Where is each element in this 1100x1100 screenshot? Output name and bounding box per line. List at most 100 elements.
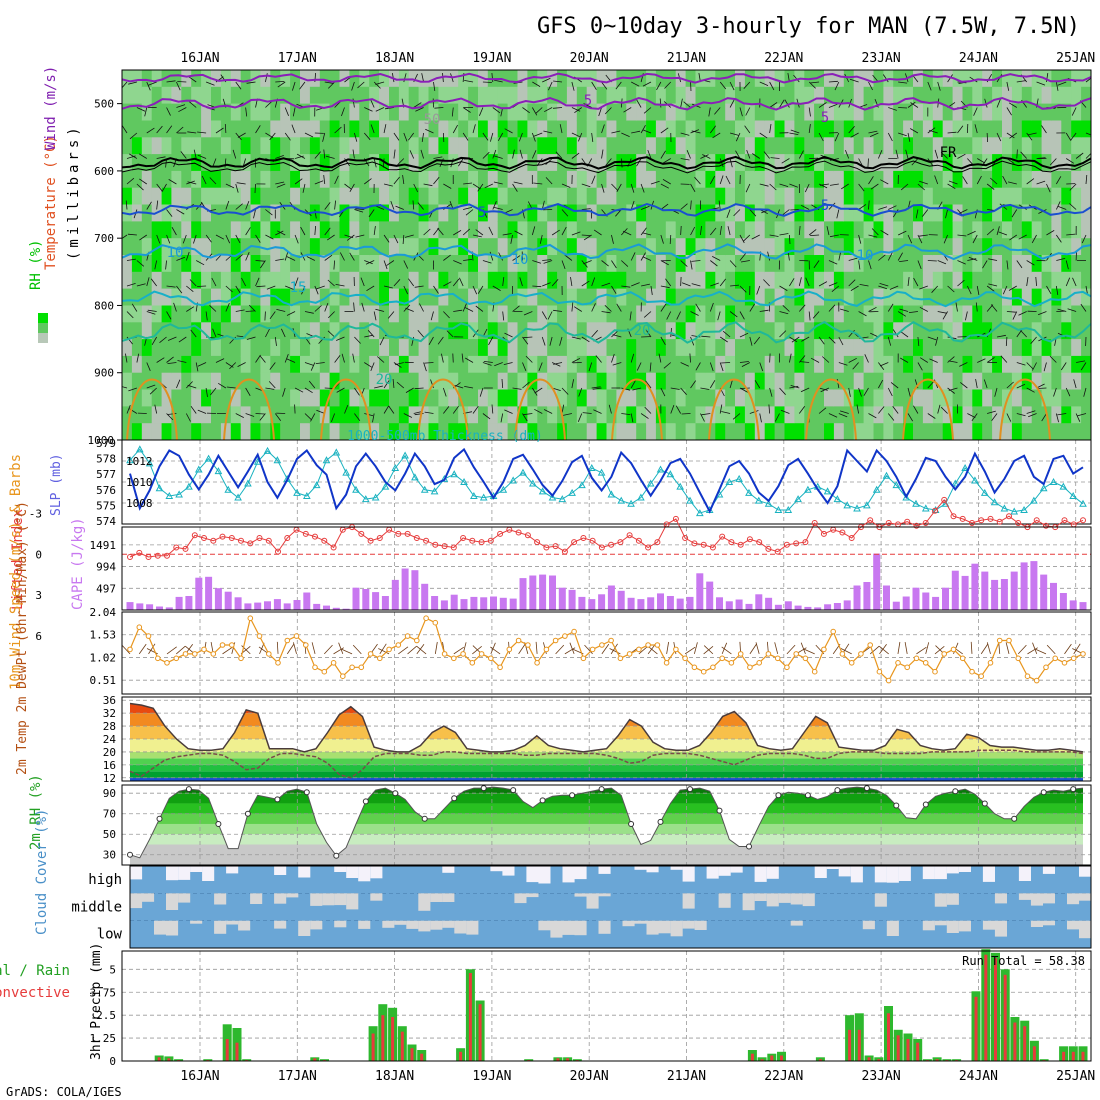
rh-cell [992, 255, 1003, 273]
cloud-cells [130, 866, 1092, 949]
rh-cell [359, 389, 370, 407]
wind-barb [604, 305, 612, 312]
rh-cell [992, 86, 1003, 105]
wind-barb [727, 226, 731, 236]
rh-cell [725, 389, 736, 407]
wind-barb [630, 353, 635, 363]
wind-barb [494, 362, 503, 367]
wind-barb [798, 304, 806, 312]
rh-cell [141, 187, 153, 206]
surface-barb [986, 642, 991, 654]
rh-cell [349, 372, 360, 391]
date-label-bottom: 21JAN [667, 1069, 706, 1084]
wind-barb [1009, 234, 1018, 241]
wind-barb [828, 413, 838, 418]
wind-barb [629, 311, 632, 321]
precip-convective-bar [420, 1053, 424, 1061]
rh-cell [349, 86, 360, 105]
rh-cell [735, 406, 746, 424]
rh-cell [1041, 288, 1052, 307]
wind-barb [591, 81, 597, 90]
rh-cell [487, 120, 499, 138]
wind-speed-point [1006, 637, 1012, 644]
rh-cell [833, 170, 845, 189]
rh-cell [300, 103, 311, 122]
lifted-index-point [1061, 517, 1068, 524]
wind-barb [829, 234, 839, 238]
rh-point [1070, 786, 1077, 793]
rh-cell [201, 170, 212, 189]
wind-barb [789, 183, 798, 188]
wind-barb [522, 413, 528, 422]
rh-cell [290, 86, 301, 105]
cape-bar [352, 587, 360, 610]
thickness-point [509, 476, 518, 484]
rh-cell [735, 120, 746, 138]
wind-barb [260, 260, 266, 269]
rh-cell [191, 86, 202, 105]
wind-barb [259, 413, 266, 421]
wind-barb [917, 260, 922, 270]
rh-cell [230, 170, 242, 189]
rh-cell [1041, 137, 1052, 155]
wind-barb [929, 358, 938, 363]
wind-barb [276, 309, 286, 312]
cloud-cell [1067, 893, 1080, 905]
rh-cell [359, 103, 370, 122]
wind-barb [680, 158, 690, 161]
wind-barb [225, 303, 230, 312]
rh-cell [606, 423, 617, 440]
rh-cell [883, 423, 894, 440]
wind-barb [197, 131, 207, 134]
rh-cell [843, 187, 855, 206]
lifted-index-point [774, 548, 781, 555]
rh-cell [181, 271, 192, 290]
rh-cell [1011, 372, 1023, 391]
wind-barb [996, 99, 1001, 108]
lifted-index-point [312, 533, 318, 540]
rh-cell [181, 372, 192, 391]
wind-barb [541, 311, 548, 320]
rh-cell [576, 355, 588, 374]
wind-barb [996, 334, 1006, 338]
rh-cell [280, 372, 291, 391]
lifted-index-point [969, 520, 975, 526]
thickness-point [558, 495, 567, 503]
cape-bar [1010, 571, 1018, 610]
precip-total-bar [874, 1057, 884, 1061]
wind-barb [235, 309, 245, 312]
wind-barb [156, 156, 166, 159]
wind-barb [387, 311, 395, 319]
lifted-index-point [820, 530, 827, 537]
wind-barb [482, 81, 492, 83]
thickness-point [332, 448, 341, 456]
wind-barb [578, 132, 583, 142]
precip-convective-bar [391, 1017, 395, 1061]
rh-cell [389, 406, 400, 424]
rh-cell [764, 305, 775, 323]
rh-cell [329, 221, 340, 239]
lifted-index-point [672, 515, 679, 522]
wind-speed-point [876, 668, 883, 675]
rh-cell [181, 103, 192, 122]
wind-barb [126, 177, 135, 185]
rh-cell [122, 339, 133, 357]
wind-barb [472, 234, 482, 238]
rh-cell [1061, 103, 1072, 122]
contour-label: 20 [376, 372, 393, 388]
precip-convective-bar [994, 958, 997, 1061]
rh-cell [507, 305, 518, 323]
rh-cell [952, 137, 963, 155]
rh-cell [329, 120, 340, 138]
wind-tick-label: 1.53 [90, 629, 117, 642]
rh-cell [428, 389, 439, 407]
rh-cell [824, 288, 835, 307]
wind-barb [934, 149, 939, 159]
rh-cell [685, 389, 696, 407]
rh-cell [576, 305, 588, 323]
wind-barb [383, 183, 393, 187]
wind-barb [1046, 73, 1049, 83]
wind-speed-point [802, 655, 809, 662]
lifted-index-point [746, 536, 753, 543]
rh-cell [646, 305, 657, 323]
